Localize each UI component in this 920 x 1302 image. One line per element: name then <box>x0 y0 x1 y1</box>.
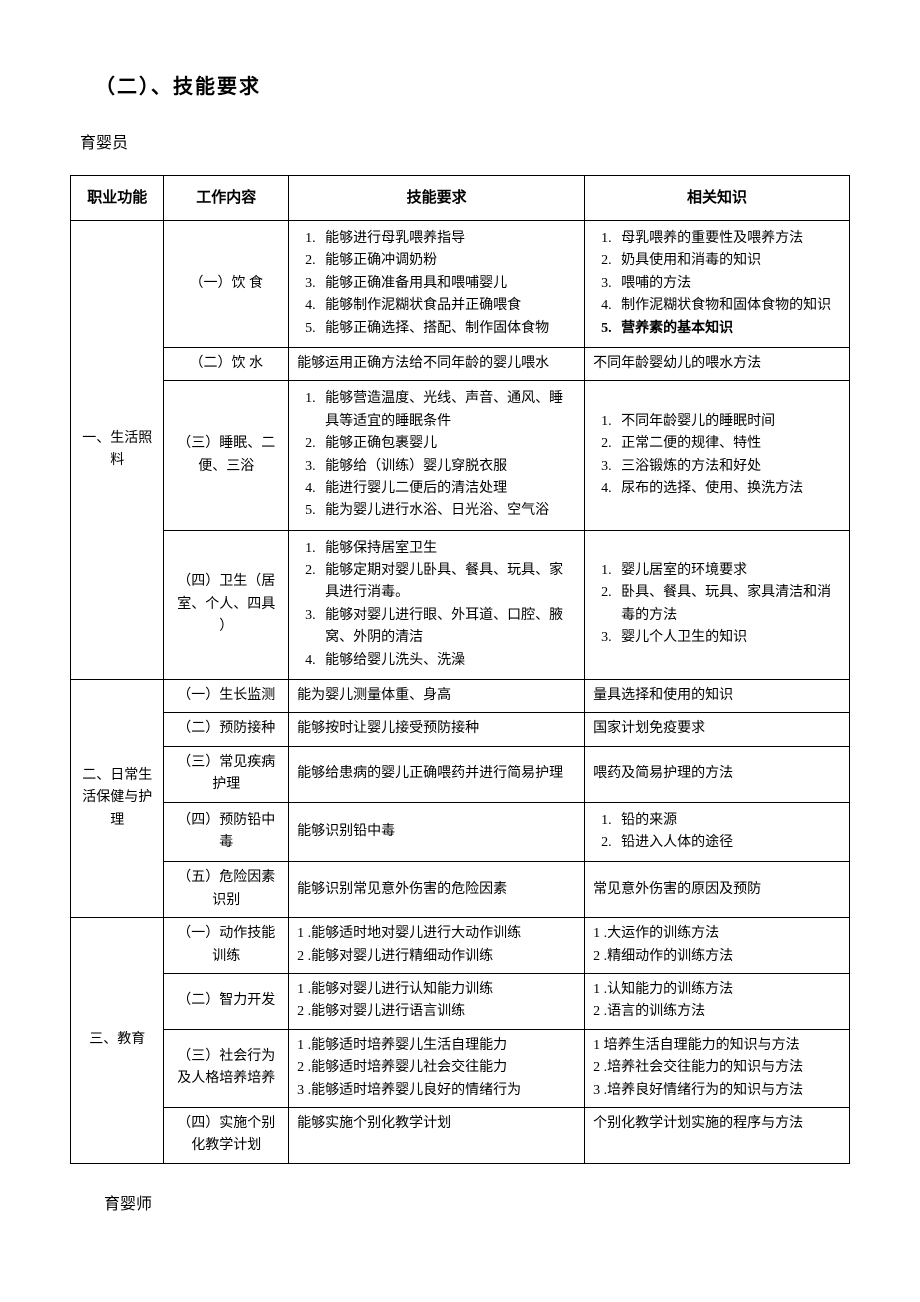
func-3: 三、教育 <box>71 918 164 1164</box>
work-1-2: （二）饮 水 <box>164 347 289 380</box>
skill-1-2: 能够运用正确方法给不同年龄的婴儿喂水 <box>289 347 585 380</box>
skill-1-3: 能够营造温度、光线、声音、通风、睡具等适宜的睡眠条件 能够正确包裹婴儿 能够给（… <box>289 381 585 530</box>
skill-2-3: 能够给患病的婴儿正确喂药并进行简易护理 <box>289 746 585 802</box>
row-3-3: （三）社会行为及人格培养培养 1 .能够适时培养婴儿生活自理能力 2 .能够适时… <box>71 1029 850 1107</box>
work-1-4: （四）卫生（居室、个人、四具 ） <box>164 530 289 679</box>
work-2-3: （三）常见疾病护理 <box>164 746 289 802</box>
func-2: 二、日常生活保健与护理 <box>71 680 164 918</box>
work-3-2: （二）智力开发 <box>164 973 289 1029</box>
work-2-2: （二）预防接种 <box>164 713 289 746</box>
subtitle-2: 育婴师 <box>104 1190 850 1214</box>
skill-1-4: 能够保持居室卫生 能够定期对婴儿卧具、餐具、玩具、家具进行消毒。 能够对婴儿进行… <box>289 530 585 679</box>
work-1-3: （三）睡眠、二便、三浴 <box>164 381 289 530</box>
skill-1-1: 能够进行母乳喂养指导 能够正确冲调奶粉 能够正确准备用具和喂哺婴儿 能够制作泥糊… <box>289 221 585 348</box>
row-2-2: （二）预防接种 能够按时让婴儿接受预防接种 国家计划免疫要求 <box>71 713 850 746</box>
skill-3-2: 1 .能够对婴儿进行认知能力训练 2 .能够对婴儿进行语言训练 <box>289 973 585 1029</box>
row-1-1: 一、生活照料 （一）饮 食 能够进行母乳喂养指导 能够正确冲调奶粉 能够正确准备… <box>71 221 850 348</box>
skills-table: 职业功能 工作内容 技能要求 相关知识 一、生活照料 （一）饮 食 能够进行母乳… <box>70 175 850 1164</box>
know-3-1: 1 .大运作的训练方法 2 .精细动作的训练方法 <box>585 918 850 974</box>
skill-3-4: 能够实施个别化教学计划 <box>289 1107 585 1163</box>
row-1-3: （三）睡眠、二便、三浴 能够营造温度、光线、声音、通风、睡具等适宜的睡眠条件 能… <box>71 381 850 530</box>
row-3-2: （二）智力开发 1 .能够对婴儿进行认知能力训练 2 .能够对婴儿进行语言训练 … <box>71 973 850 1029</box>
know-1-3: 不同年龄婴儿的睡眠时间 正常二便的规律、特性 三浴锻炼的方法和好处 尿布的选择、… <box>585 381 850 530</box>
work-1-1: （一）饮 食 <box>164 221 289 348</box>
skill-2-2: 能够按时让婴儿接受预防接种 <box>289 713 585 746</box>
work-2-4: （四）预防铅中毒 <box>164 802 289 862</box>
know-1-2: 不同年龄婴幼儿的喂水方法 <box>585 347 850 380</box>
skill-3-1: 1 .能够适时地对婴儿进行大动作训练 2 .能够对婴儿进行精细动作训练 <box>289 918 585 974</box>
func-1: 一、生活照料 <box>71 221 164 680</box>
know-2-2: 国家计划免疫要求 <box>585 713 850 746</box>
know-1-1: 母乳喂养的重要性及喂养方法 奶具使用和消毒的知识 喂哺的方法 制作泥糊状食物和固… <box>585 221 850 348</box>
know-2-5: 常见意外伤害的原因及预防 <box>585 862 850 918</box>
know-3-4: 个别化教学计划实施的程序与方法 <box>585 1107 850 1163</box>
work-2-1: （一）生长监测 <box>164 680 289 713</box>
table-header-row: 职业功能 工作内容 技能要求 相关知识 <box>71 176 850 221</box>
know-3-2: 1 .认知能力的训练方法 2 .语言的训练方法 <box>585 973 850 1029</box>
work-3-3: （三）社会行为及人格培养培养 <box>164 1029 289 1107</box>
skill-2-4: 能够识别铅中毒 <box>289 802 585 862</box>
th-work: 工作内容 <box>164 176 289 221</box>
skill-2-1: 能为婴儿测量体重、身高 <box>289 680 585 713</box>
section-heading: （二）、技能要求 <box>95 70 850 99</box>
know-2-3: 喂药及简易护理的方法 <box>585 746 850 802</box>
row-2-1: 二、日常生活保健与护理 （一）生长监测 能为婴儿测量体重、身高 量具选择和使用的… <box>71 680 850 713</box>
row-2-4: （四）预防铅中毒 能够识别铅中毒 铅的来源 铅进入人体的途径 <box>71 802 850 862</box>
work-3-1: （一）动作技能训练 <box>164 918 289 974</box>
th-skill: 技能要求 <box>289 176 585 221</box>
know-2-4: 铅的来源 铅进入人体的途径 <box>585 802 850 862</box>
know-1-4: 婴儿居室的环境要求 卧具、餐具、玩具、家具清洁和消毒的方法 婴儿个人卫生的知识 <box>585 530 850 679</box>
row-1-4: （四）卫生（居室、个人、四具 ） 能够保持居室卫生 能够定期对婴儿卧具、餐具、玩… <box>71 530 850 679</box>
row-3-1: 三、教育 （一）动作技能训练 1 .能够适时地对婴儿进行大动作训练 2 .能够对… <box>71 918 850 974</box>
th-know: 相关知识 <box>585 176 850 221</box>
subtitle-1: 育婴员 <box>80 129 850 153</box>
row-1-2: （二）饮 水 能够运用正确方法给不同年龄的婴儿喂水 不同年龄婴幼儿的喂水方法 <box>71 347 850 380</box>
row-2-3: （三）常见疾病护理 能够给患病的婴儿正确喂药并进行简易护理 喂药及简易护理的方法 <box>71 746 850 802</box>
th-func: 职业功能 <box>71 176 164 221</box>
row-2-5: （五）危险因素识别 能够识别常见意外伤害的危险因素 常见意外伤害的原因及预防 <box>71 862 850 918</box>
skill-3-3: 1 .能够适时培养婴儿生活自理能力 2 .能够适时培养婴儿社会交往能力 3 .能… <box>289 1029 585 1107</box>
work-2-5: （五）危险因素识别 <box>164 862 289 918</box>
skill-2-5: 能够识别常见意外伤害的危险因素 <box>289 862 585 918</box>
know-3-3: 1 培养生活自理能力的知识与方法 2 .培养社会交往能力的知识与方法 3 .培养… <box>585 1029 850 1107</box>
know-2-1: 量具选择和使用的知识 <box>585 680 850 713</box>
work-3-4: （四）实施个别化教学计划 <box>164 1107 289 1163</box>
row-3-4: （四）实施个别化教学计划 能够实施个别化教学计划 个别化教学计划实施的程序与方法 <box>71 1107 850 1163</box>
